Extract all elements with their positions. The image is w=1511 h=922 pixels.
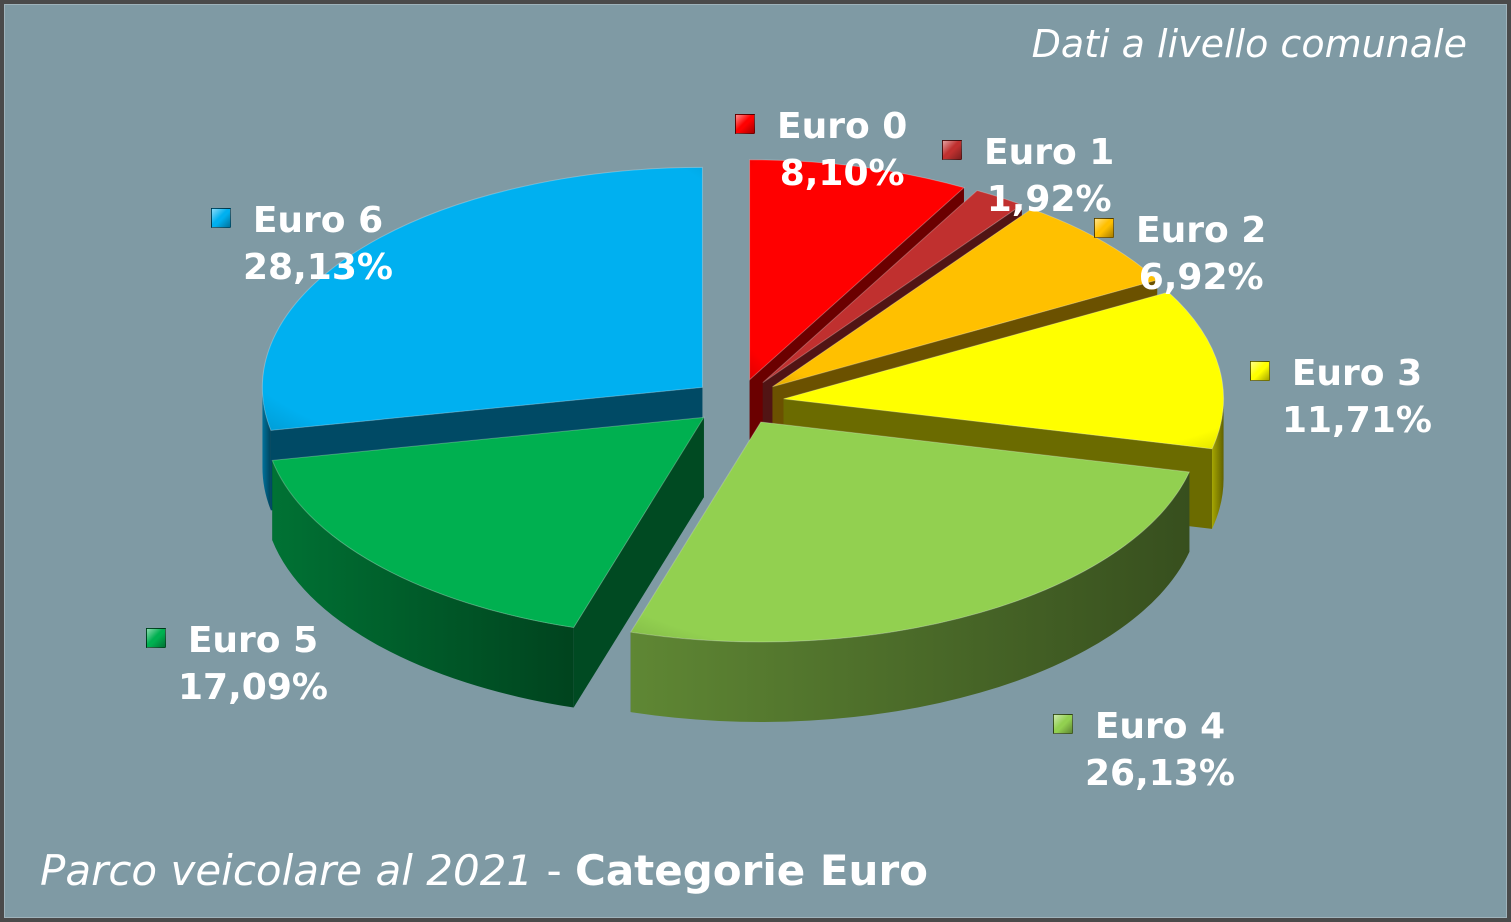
slice-wall-euro-6 — [262, 387, 271, 511]
chart-title-main: Parco veicolare al 2021 — [40, 846, 534, 895]
slice-wall-euro-4 — [630, 471, 1190, 722]
slice-name-euro-3: Euro 3 — [1291, 353, 1423, 394]
pie-slice-euro-4 — [629, 421, 1191, 722]
slice-top-euro-2 — [772, 208, 1159, 388]
pie-slice-euro-5 — [271, 416, 705, 708]
chart-title-separator: - — [533, 846, 575, 895]
slice-name-euro-4: Euro 4 — [1094, 706, 1226, 747]
data-label-euro-2: Euro 2 6,92% — [1094, 207, 1266, 301]
slice-value-euro-4: 26,13% — [1085, 753, 1235, 794]
slice-wall-euro-3 — [1212, 398, 1224, 529]
legend-marker-euro-1 — [942, 140, 962, 160]
pie-slice-euro-3 — [783, 291, 1225, 529]
data-label-euro-6: Euro 6 28,13% — [201, 197, 393, 291]
slice-value-euro-3: 11,71% — [1282, 400, 1432, 441]
data-label-euro-0: Euro 0 8,10% — [735, 103, 907, 197]
data-label-euro-3: Euro 3 11,71% — [1240, 350, 1432, 444]
slice-wall-euro-5 — [272, 460, 574, 708]
legend-marker-euro-3 — [1249, 361, 1270, 381]
slice-name-euro-5: Euro 5 — [187, 620, 319, 661]
slice-name-euro-6: Euro 6 — [252, 200, 384, 241]
legend-marker-euro-5 — [145, 628, 166, 648]
slice-top-euro-1 — [762, 189, 1023, 384]
chart-subtitle: Dati a livello comunale — [1031, 22, 1467, 66]
legend-marker-euro-0 — [735, 114, 755, 134]
slice-top-euro-0 — [749, 159, 965, 381]
slice-name-euro-1: Euro 1 — [984, 132, 1115, 173]
slice-top-euro-4 — [629, 421, 1191, 643]
legend-marker-euro-6 — [210, 208, 231, 228]
slice-value-euro-0: 8,10% — [779, 153, 905, 194]
data-label-euro-5: Euro 5 17,09% — [136, 617, 328, 711]
slice-name-euro-0: Euro 0 — [777, 106, 908, 147]
legend-marker-euro-2 — [1094, 218, 1114, 238]
slice-top-euro-6 — [261, 166, 703, 431]
legend-marker-euro-4 — [1052, 714, 1073, 734]
data-label-euro-1: Euro 1 1,92% — [942, 129, 1114, 223]
slice-top-euro-5 — [271, 416, 705, 629]
slice-value-euro-6: 28,13% — [243, 247, 393, 288]
slice-value-euro-2: 6,92% — [1138, 257, 1264, 298]
slice-top-euro-3 — [783, 291, 1225, 450]
chart-title: Parco veicolare al 2021 - Categorie Euro — [40, 846, 928, 895]
slice-name-euro-2: Euro 2 — [1136, 210, 1267, 251]
slice-value-euro-1: 1,92% — [986, 179, 1112, 220]
chart-title-emphasis: Categorie Euro — [575, 846, 929, 895]
data-label-euro-4: Euro 4 26,13% — [1043, 703, 1235, 797]
slice-value-euro-5: 17,09% — [178, 667, 328, 708]
